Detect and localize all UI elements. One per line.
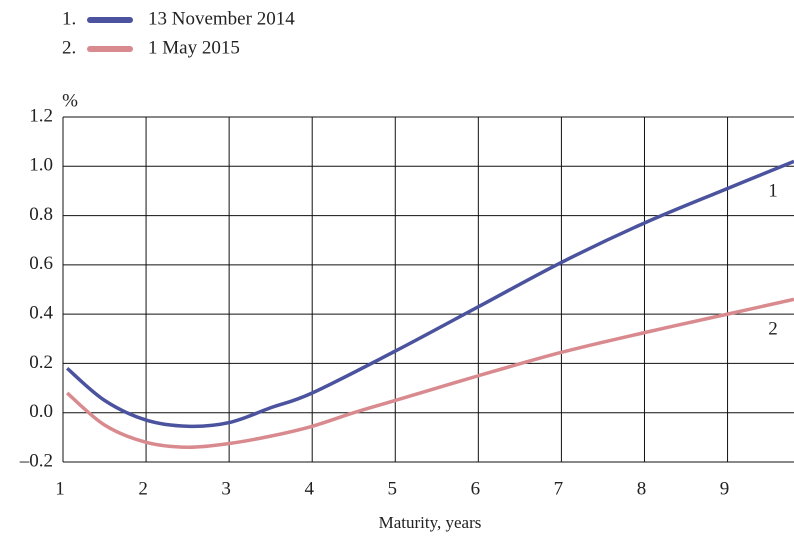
- x-tick-label: 7: [554, 478, 564, 499]
- line-label: 1: [768, 181, 778, 202]
- x-tick-label: 2: [138, 478, 148, 499]
- legend-number: 2.: [62, 37, 76, 58]
- y-tick-label: 1.2: [29, 105, 53, 126]
- y-tick-label: 0.0: [29, 401, 53, 422]
- y-tick-label: 0.4: [29, 303, 53, 324]
- x-tick-label: 1: [55, 478, 65, 499]
- y-axis-label: %: [62, 90, 78, 111]
- line: [66, 159, 794, 429]
- legend-label: 13 November 2014: [148, 8, 295, 29]
- x-tick-label: 8: [637, 478, 647, 499]
- y-tick-label: 0.6: [29, 253, 53, 274]
- x-axis-label: Maturity, years: [379, 513, 482, 532]
- x-tick-label: 3: [221, 478, 231, 499]
- y-tick-label: 0.2: [29, 352, 53, 373]
- x-tick-label: 9: [720, 478, 730, 499]
- x-tick-label: 6: [471, 478, 481, 499]
- line-label: 2: [768, 319, 778, 340]
- line: [66, 297, 794, 449]
- legend-label: 1 May 2015: [148, 37, 240, 58]
- y-tick-label: 1.0: [29, 155, 53, 176]
- x-tick-label: 5: [388, 478, 398, 499]
- y-tick-label: –0.2: [19, 450, 53, 471]
- y-tick-label: 0.8: [29, 204, 53, 225]
- x-tick-label: 4: [304, 478, 314, 499]
- legend-number: 1.: [62, 8, 76, 29]
